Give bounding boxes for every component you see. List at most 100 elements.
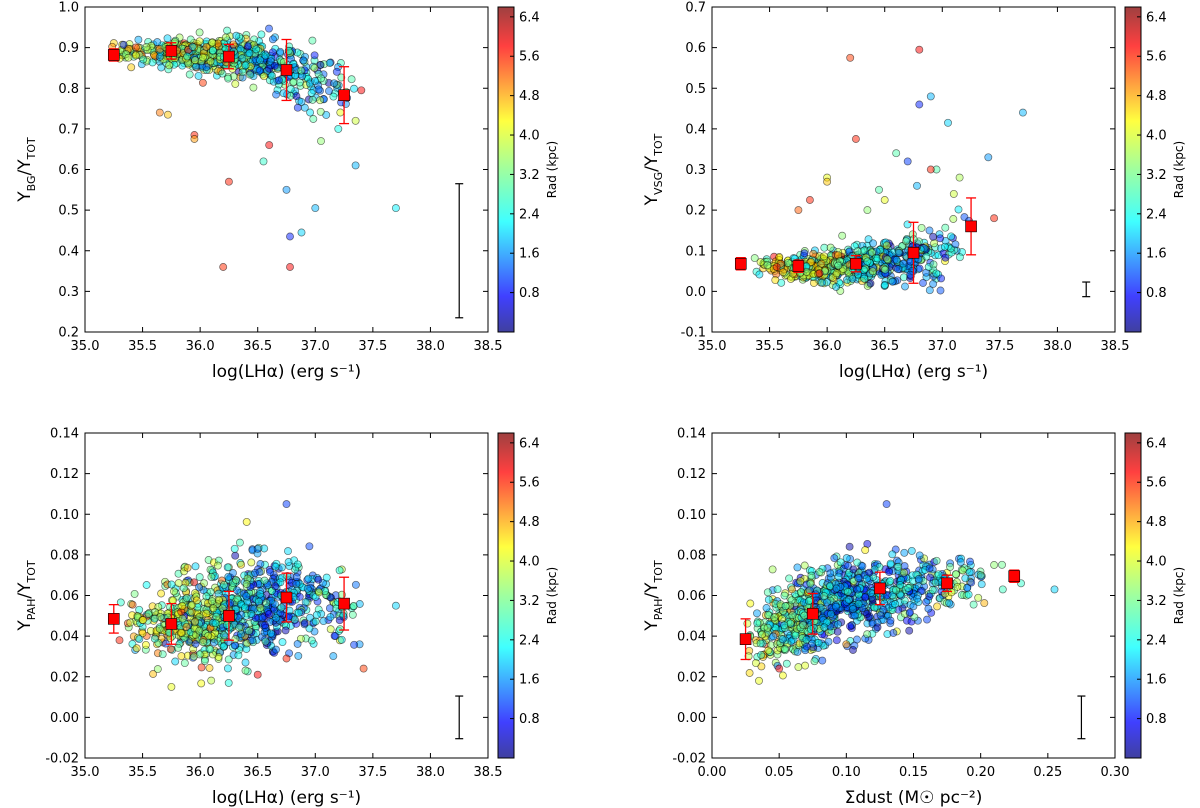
scatter-point (990, 214, 999, 223)
scatter-point (219, 642, 228, 651)
x-tick-label: 37.5 (358, 765, 387, 780)
scatter-point (351, 116, 360, 125)
scatter-point (815, 269, 824, 278)
scatter-point (998, 585, 1007, 594)
x-tick-label: 38.5 (1101, 339, 1130, 354)
scatter-point (902, 237, 910, 246)
scatter-point (355, 600, 364, 608)
scatter-point (310, 51, 319, 60)
scatter-point (350, 640, 359, 649)
y-tick-label: 0.2 (685, 204, 706, 219)
scatter-point (167, 682, 176, 691)
x-axis-label: log(LHα) (erg s⁻¹) (212, 788, 361, 808)
scatter-point (170, 587, 178, 596)
scatter-point (391, 204, 400, 213)
scatter-point (926, 573, 934, 582)
scatter-point (271, 582, 280, 591)
colorbar-frame (497, 6, 515, 333)
scatter-point (905, 608, 914, 617)
colorbar-tick-label: 3.2 (519, 168, 540, 183)
scatter-point (231, 551, 240, 560)
scatter-point (753, 609, 761, 618)
scatter-point (842, 554, 851, 563)
scatter-point (157, 63, 166, 72)
scatter-point (309, 115, 318, 123)
scatter-point (351, 161, 360, 170)
scatter-point (257, 30, 266, 39)
scatter-point (930, 239, 939, 248)
binned-mean-marker (734, 257, 747, 270)
scatter-point (924, 604, 933, 613)
scatter-point (272, 613, 281, 622)
scatter-point (873, 623, 882, 632)
scatter-point (253, 544, 262, 553)
scatter-point (294, 608, 303, 617)
scatter-point (202, 42, 211, 51)
scatter-point (925, 226, 934, 235)
scatter-point (219, 263, 228, 271)
scatter-point (784, 258, 793, 267)
scatter-point (150, 634, 159, 643)
binned-mean-marker (280, 64, 293, 76)
scatter-point (885, 568, 894, 576)
scatter-point (801, 661, 810, 670)
scatter-point (949, 189, 958, 198)
scatter-point (316, 107, 325, 116)
scatter-point (788, 611, 797, 620)
scatter-point (980, 599, 989, 608)
y-tick-label: 0.7 (58, 122, 79, 137)
scatter-point (817, 259, 826, 268)
x-tick-label: 36.0 (186, 765, 215, 780)
scatter-point (814, 638, 823, 647)
scatter-point (292, 92, 301, 101)
binned-mean-marker (165, 618, 178, 630)
y-tick-label: 0.10 (677, 508, 706, 523)
y-axis-label: YPAH/YTOT (642, 560, 665, 632)
scatter-point (310, 63, 319, 72)
y-tick-label: 0.04 (677, 630, 706, 645)
scatter-point (211, 619, 220, 628)
scatter-point (155, 108, 164, 117)
scatter-point (746, 599, 755, 608)
scatter-point (818, 656, 827, 665)
scatter-point (255, 568, 264, 577)
x-tick-label: 0.25 (1033, 765, 1062, 780)
colorbar-tick-label: 3.2 (519, 594, 540, 609)
scatter-point (932, 269, 941, 278)
colorbar-tick-label: 5.6 (519, 476, 540, 491)
scatter-point (834, 261, 843, 270)
colorbar-tick-label: 3.2 (1146, 594, 1167, 609)
scatter-point (215, 595, 223, 604)
scatter-point (886, 576, 895, 585)
scatter-point (984, 153, 993, 162)
scatter-point (301, 598, 310, 607)
scatter-point (179, 584, 188, 593)
scatter-point (886, 559, 895, 568)
scatter-point (976, 571, 985, 580)
scatter-point (208, 38, 217, 47)
scatter-point (763, 588, 772, 597)
scatter-point (189, 652, 198, 661)
scatter-point (793, 563, 802, 572)
scatter-point (848, 274, 857, 283)
scatter-point (299, 56, 308, 65)
scatter-point (265, 141, 274, 150)
scatter-point (174, 643, 183, 652)
scatter-point (272, 645, 280, 654)
x-tick-label: 0.15 (899, 765, 928, 780)
scatter-point (844, 595, 853, 604)
scatter-point (252, 45, 261, 54)
scatter-point (170, 37, 179, 46)
scatter-point (267, 629, 275, 638)
scatter-points (108, 24, 400, 271)
scatter-point (213, 561, 222, 570)
scatter-point (311, 617, 320, 626)
colorbar-tick-label: 4.0 (519, 129, 540, 144)
scatter-point (195, 583, 204, 592)
scatter-point (889, 628, 898, 637)
scatter-point (237, 560, 246, 569)
scatter-point (242, 580, 251, 588)
scatter-point (816, 603, 825, 612)
scatter-point (191, 562, 200, 571)
scatter-point (220, 631, 229, 640)
